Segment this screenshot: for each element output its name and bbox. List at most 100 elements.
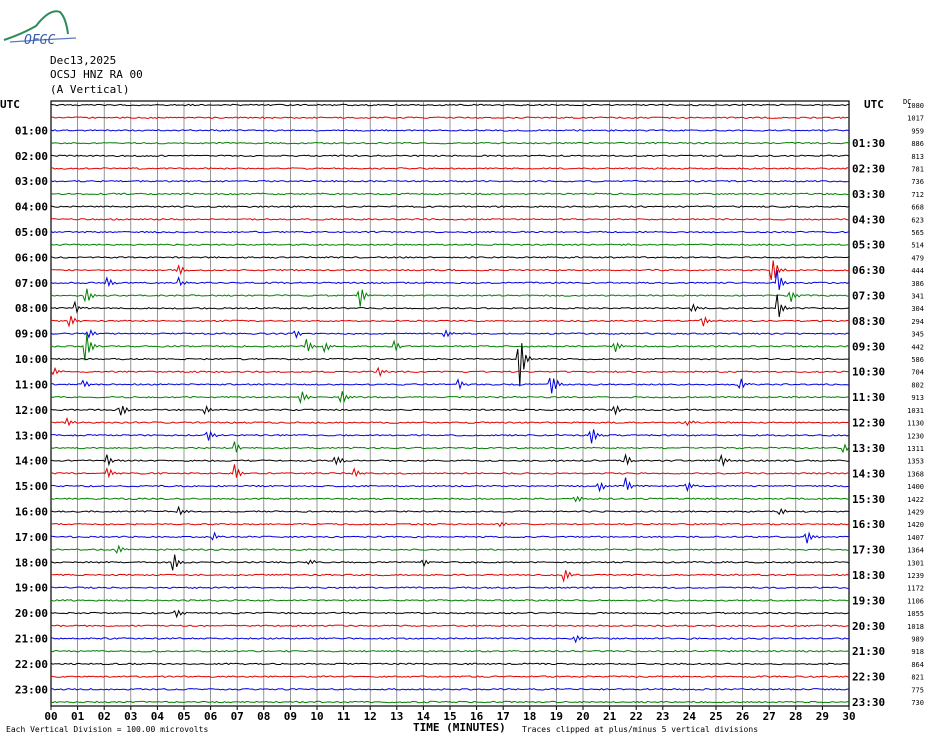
dc-offset-label: 989 <box>911 635 924 643</box>
dc-offset-label: 345 <box>911 331 924 339</box>
x-tick-label: 07 <box>231 710 244 723</box>
dc-offset-label: 386 <box>911 280 924 288</box>
chart-date: Dec13,2025 <box>50 54 117 67</box>
x-tick-label: 05 <box>177 710 190 723</box>
utc-hour-label-left: 22:00 <box>15 658 48 671</box>
x-axis-title: TIME (MINUTES) <box>413 721 506 734</box>
utc-hour-label-left: 16:00 <box>15 505 48 518</box>
utc-hour-label-right: 10:30 <box>852 366 885 379</box>
utc-hour-label-left: 02:00 <box>15 150 48 163</box>
dc-offset-label: 775 <box>911 686 924 694</box>
x-tick-label: 25 <box>709 710 722 723</box>
seismic-trace <box>50 531 850 544</box>
utc-hour-label-right: 19:30 <box>852 594 885 607</box>
utc-hour-label-right: 02:30 <box>852 163 885 176</box>
dc-offset-label: 1364 <box>907 547 924 555</box>
utc-hour-label-left: 03:00 <box>15 175 48 188</box>
footer-scale-note: Each Vertical Division = 100.00 microvol… <box>6 725 209 734</box>
dc-offset-label: 479 <box>911 254 924 262</box>
utc-hour-label-right: 03:30 <box>852 188 885 201</box>
seismic-trace <box>50 441 850 454</box>
dc-offset-label: 802 <box>911 381 924 389</box>
utc-hour-label-left: 14:00 <box>15 455 48 468</box>
x-tick-label: 30 <box>842 710 855 723</box>
x-tick-label: 21 <box>603 710 617 723</box>
utc-hour-label-left: 07:00 <box>15 277 48 290</box>
x-tick-label: 26 <box>736 710 750 723</box>
seismic-trace <box>50 570 850 583</box>
x-tick-label: 04 <box>151 710 165 723</box>
seismic-trace <box>50 260 850 281</box>
dc-offset-label: 1429 <box>907 508 924 516</box>
seismic-trace <box>50 649 850 653</box>
utc-hour-label-left: 17:00 <box>15 531 48 544</box>
x-tick-label: 20 <box>576 710 589 723</box>
seismic-trace <box>50 688 849 691</box>
x-tick-label: 15 <box>443 710 456 723</box>
x-tick-label: 29 <box>816 710 829 723</box>
utc-hour-label-right: 09:30 <box>852 340 885 353</box>
dc-offset-label: 781 <box>911 166 924 174</box>
utc-hour-label-left: 18:00 <box>15 556 48 569</box>
seismic-trace <box>50 675 850 678</box>
footer-clip-note: Traces clipped at plus/minus 5 vertical … <box>522 725 759 734</box>
dc-offset-label: 736 <box>911 178 924 186</box>
seismic-trace <box>50 179 850 183</box>
dc-offset-label: 1407 <box>907 534 924 542</box>
dc-offset-label: 1055 <box>907 610 924 618</box>
utc-hour-label-right: 14:30 <box>852 467 885 480</box>
utc-hour-label-left: 05:00 <box>15 226 48 239</box>
dc-offset-label: 712 <box>911 191 924 199</box>
dc-offset-label: 565 <box>911 229 924 237</box>
dc-offset-label: 442 <box>911 343 924 351</box>
utc-hour-label-left: 12:00 <box>15 404 48 417</box>
dc-offset-label: 294 <box>911 318 924 326</box>
x-tick-label: 09 <box>284 710 297 723</box>
seismic-trace <box>50 624 850 628</box>
utc-hour-label-left: 13:00 <box>15 429 48 442</box>
seismic-trace <box>50 116 850 119</box>
x-tick-label: 10 <box>310 710 323 723</box>
x-tick-label: 08 <box>257 710 270 723</box>
utc-hour-label-right: 11:30 <box>852 391 885 404</box>
logo-text: OFGC <box>24 33 55 46</box>
component-label: (A Vertical) <box>50 83 130 96</box>
ofgc-logo: OFGC <box>2 4 82 50</box>
right-axis-title: UTC <box>864 98 884 111</box>
dc-offset-label: 1018 <box>907 623 924 631</box>
dc-offset-label: 1353 <box>907 458 924 466</box>
x-tick-label: 00 <box>44 710 57 723</box>
utc-hour-label-left: 20:00 <box>15 607 48 620</box>
dc-offset-label: 704 <box>911 369 924 377</box>
x-tick-label: 06 <box>204 710 218 723</box>
x-tick-label: 03 <box>124 710 137 723</box>
seismic-trace <box>50 192 850 196</box>
x-tick-label: 13 <box>390 710 403 723</box>
seismic-trace <box>50 662 849 666</box>
seismic-trace <box>50 343 850 387</box>
utc-hour-label-right: 17:30 <box>852 544 885 557</box>
utc-hour-label-left: 23:00 <box>15 683 48 696</box>
utc-hour-label-right: 18:30 <box>852 569 885 582</box>
seismic-trace <box>50 599 850 602</box>
seismic-trace <box>51 429 850 444</box>
dc-offset-label: 886 <box>911 140 924 148</box>
dc-offset-label: 623 <box>911 216 924 224</box>
dc-offset-label: 1106 <box>907 597 924 605</box>
utc-hour-label-left: 21:00 <box>15 632 48 645</box>
utc-hour-label-right: 21:30 <box>852 645 885 658</box>
x-tick-label: 23 <box>656 710 669 723</box>
station-name: OCSJ HNZ RA 00 <box>50 68 143 81</box>
utc-hour-label-left: 11:00 <box>15 378 48 391</box>
seismic-trace <box>50 243 849 246</box>
utc-hour-label-left: 10:00 <box>15 353 48 366</box>
dc-offset-label: 1239 <box>907 572 924 580</box>
seismic-trace <box>50 609 850 619</box>
seismic-trace <box>50 167 850 170</box>
dc-offset-label: 586 <box>911 356 924 364</box>
dc-offset-label: 444 <box>911 267 924 275</box>
utc-hour-label-right: 16:30 <box>852 518 885 531</box>
dc-offset-label: 730 <box>911 699 924 707</box>
seismic-trace <box>50 230 850 234</box>
seismic-trace <box>50 416 850 427</box>
